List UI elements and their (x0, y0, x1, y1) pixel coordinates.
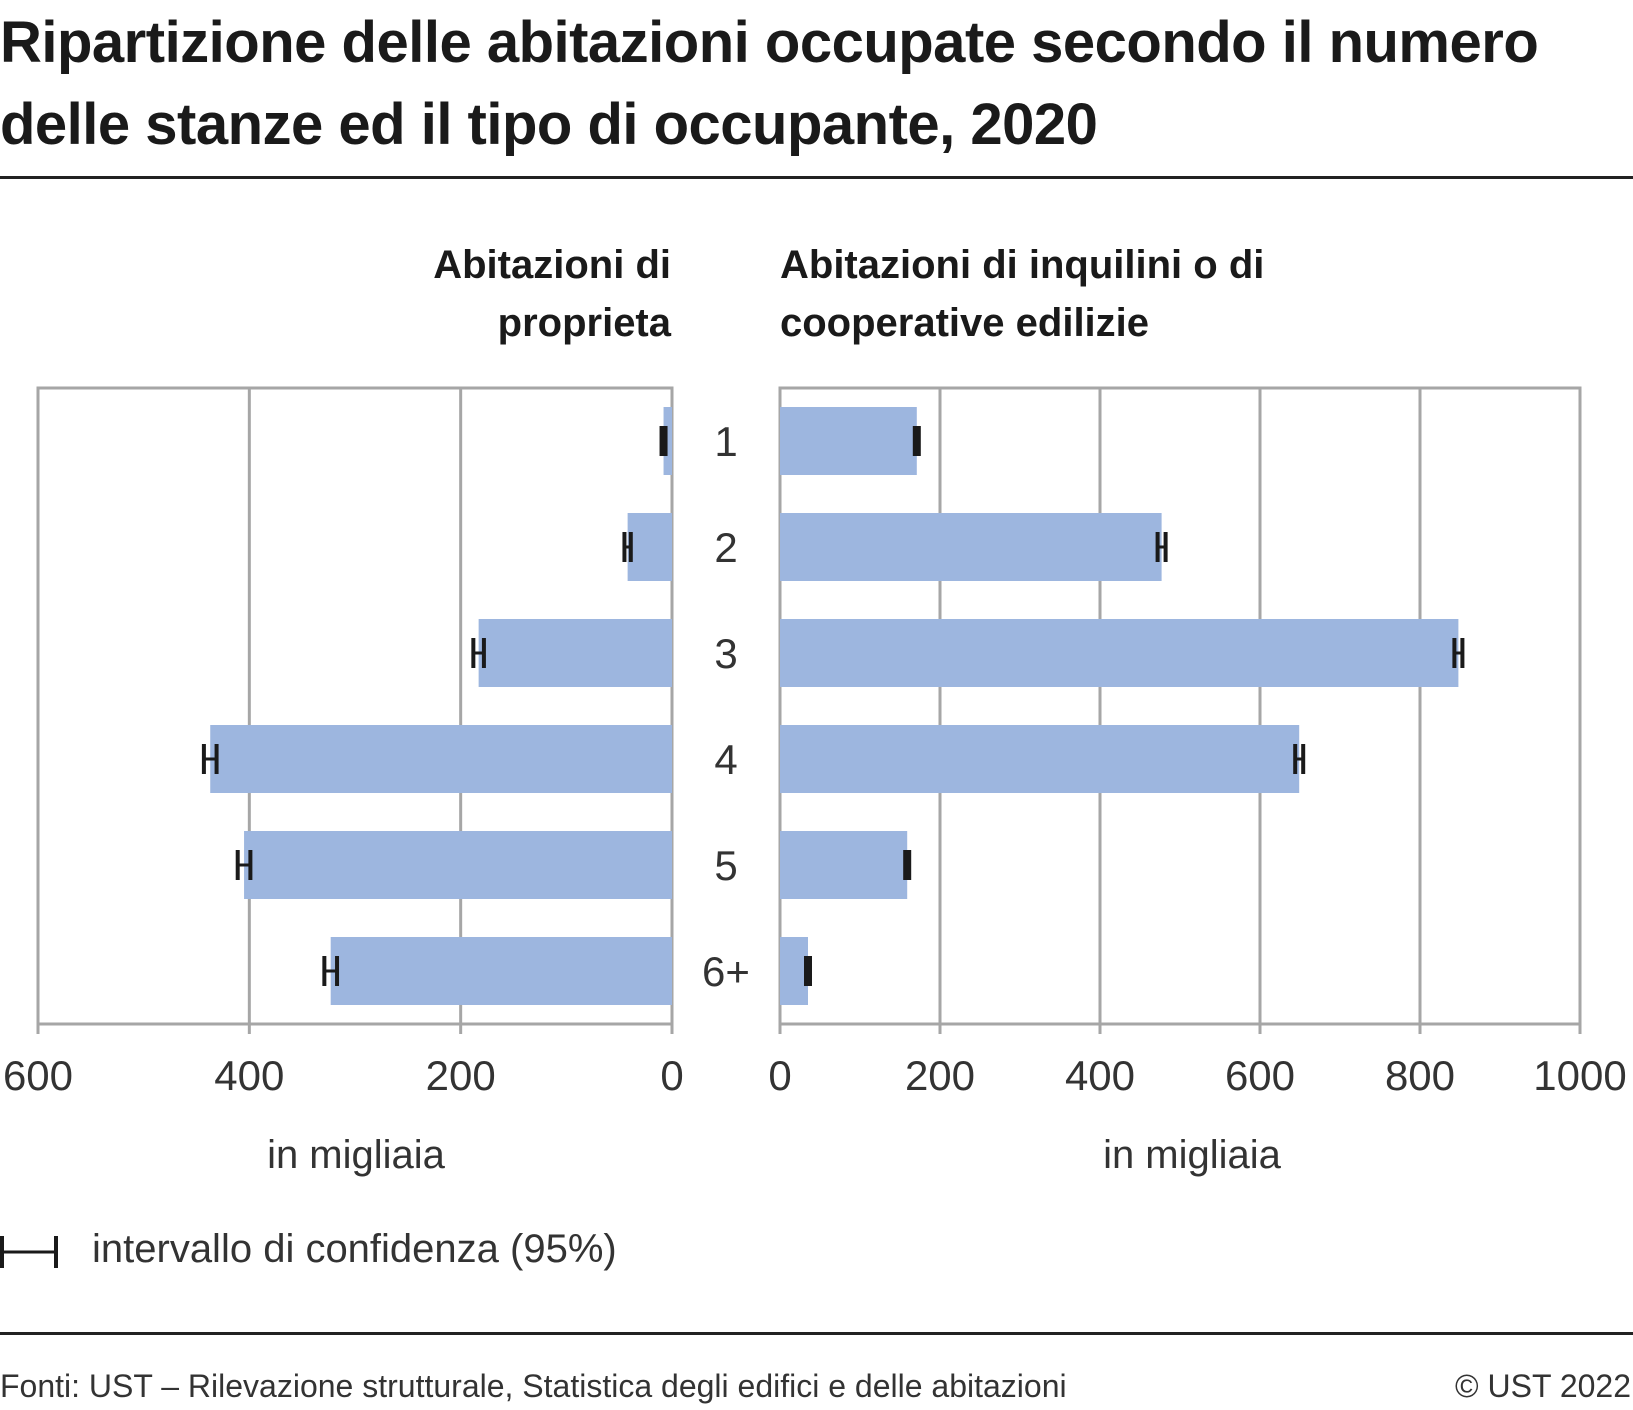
right-panel-title: Abitazioni di inquilini o di cooperative… (780, 243, 1265, 345)
category-label: 6+ (702, 948, 750, 995)
category-label: 5 (714, 842, 737, 889)
left-plot-frame (36, 386, 674, 1026)
right-x-tick-label: 1000 (1533, 1052, 1626, 1099)
right-x-tick-label: 200 (905, 1052, 975, 1099)
left-error-bar (235, 850, 253, 880)
left-error-bar (659, 426, 668, 456)
right-bar-1 (780, 407, 917, 475)
left-bar-3 (478, 619, 672, 687)
chart-title: Ripartizione delle abitazioni occupate s… (0, 10, 1539, 157)
right-error-bar (1452, 638, 1465, 668)
title-rule (0, 176, 1633, 179)
right-plot-frame (778, 386, 1582, 1026)
left-error-bar (201, 744, 219, 774)
left-x-axis-label: in migliaia (267, 1133, 445, 1177)
right-error-bar (903, 850, 912, 880)
left-bar-2 (627, 513, 672, 581)
left-error-bar (322, 956, 340, 986)
right-error-bar (1293, 744, 1306, 774)
right-bar-4 (780, 725, 1300, 793)
category-label: 2 (714, 524, 737, 571)
right-x-axis-label: in migliaia (1103, 1133, 1281, 1177)
left-bar-1 (663, 407, 672, 475)
footer-source: Fonti: UST – Rilevazione strutturale, St… (0, 1368, 1067, 1404)
left-bar-4 (210, 725, 672, 793)
category-label: 3 (714, 630, 737, 677)
left-panel-title: Abitazioni di proprieta (433, 243, 671, 345)
left-error-bar (471, 638, 486, 668)
right-bar-3 (780, 619, 1459, 687)
right-error-bar (804, 956, 812, 986)
left-x-tick-label: 400 (214, 1052, 284, 1099)
left-x-tick-label: 600 (3, 1052, 73, 1099)
footer-copyright: © UST 2022 (1455, 1368, 1631, 1404)
left-error-bar (622, 532, 633, 562)
right-x-tick-label: 0 (768, 1052, 791, 1099)
left-bar-6+ (330, 937, 672, 1005)
left-x-tick-label: 0 (660, 1052, 683, 1099)
right-x-tick-label: 400 (1065, 1052, 1135, 1099)
left-x-tick-label: 200 (426, 1052, 496, 1099)
right-bar-2 (780, 513, 1162, 581)
category-label: 4 (714, 736, 737, 783)
footer-rule (0, 1332, 1633, 1335)
right-bar-5 (780, 831, 908, 899)
right-x-tick-label: 600 (1225, 1052, 1295, 1099)
category-label: 1 (714, 418, 737, 465)
right-x-tick-label: 800 (1385, 1052, 1455, 1099)
legend-label: intervallo di confidenza (95%) (92, 1227, 617, 1271)
left-bar-5 (244, 831, 673, 899)
error-bar-icon (0, 1236, 58, 1268)
right-bar-6+ (780, 937, 808, 1005)
right-error-bar (912, 426, 921, 456)
right-error-bar (1155, 532, 1168, 562)
